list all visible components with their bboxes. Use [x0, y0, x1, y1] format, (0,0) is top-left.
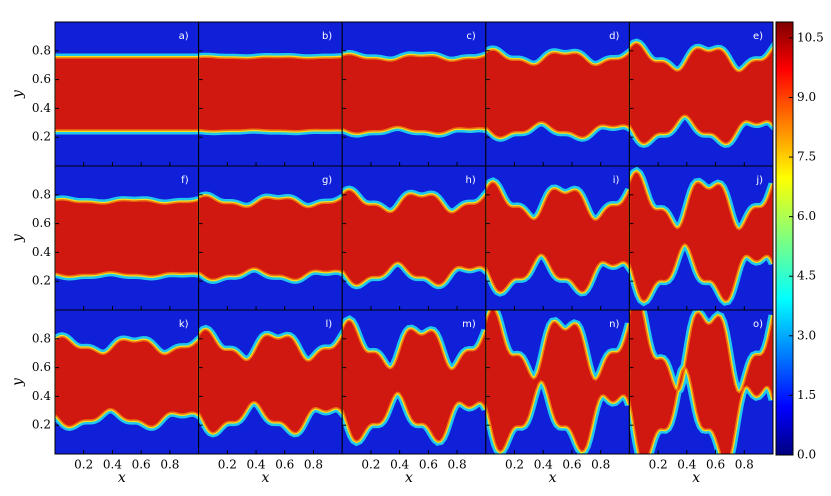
y-tick-label: 0.4: [32, 389, 51, 403]
panel-label: d): [609, 31, 619, 42]
panel: [342, 166, 486, 310]
panel-label: f): [181, 175, 189, 186]
panel-label: m): [462, 319, 476, 330]
y-tick-label: 0.6: [32, 72, 51, 86]
panel: [55, 166, 199, 310]
x-tick-label: 0.6: [275, 458, 294, 472]
panel: [198, 22, 343, 166]
panel-label: e): [753, 31, 763, 42]
colorbar-tick-label: 9.0: [797, 90, 816, 104]
y-axis-label: y: [10, 377, 26, 387]
x-tick-label: 0.4: [390, 458, 409, 472]
x-tick-label: 0.2: [218, 458, 237, 472]
y-tick-label: 0.6: [32, 360, 51, 374]
panel: [198, 310, 343, 454]
x-tick-label: 0.8: [448, 458, 467, 472]
panel: [55, 310, 199, 454]
x-tick-label: 0.6: [562, 458, 581, 472]
panel: [485, 22, 630, 166]
panel-label: o): [753, 319, 763, 330]
panel-label: n): [609, 319, 619, 330]
y-axis-label: y: [10, 89, 26, 99]
shear-layer: [55, 57, 199, 131]
panel: [485, 166, 630, 310]
shear-layer: [485, 181, 630, 293]
panel-label: k): [179, 319, 189, 330]
colorbar: [775, 21, 794, 456]
x-tick-label: 0.4: [534, 458, 553, 472]
colorbar-tick-label: 10.5: [797, 30, 824, 44]
panel: [55, 22, 199, 166]
panel-label: b): [322, 31, 332, 42]
x-axis-label: x: [549, 470, 557, 486]
y-tick-label: 0.8: [32, 187, 51, 201]
colorbar-tick-label: 3.0: [797, 328, 816, 342]
x-axis-label: x: [692, 470, 700, 486]
y-tick-label: 0.4: [32, 245, 51, 259]
panel: [198, 166, 343, 310]
x-tick-label: 0.6: [706, 458, 725, 472]
colorbar-tick-label: 4.5: [797, 269, 816, 283]
y-tick-label: 0.8: [32, 43, 51, 57]
x-tick-label: 0.8: [735, 458, 754, 472]
x-tick-label: 0.2: [505, 458, 524, 472]
panel: [629, 166, 774, 310]
colorbar-tick-label: 6.0: [797, 209, 816, 223]
shear-layer: [198, 56, 343, 132]
y-tick-label: 0.2: [32, 418, 51, 432]
panel-label: c): [466, 31, 475, 42]
x-tick-label: 0.4: [246, 458, 265, 472]
x-axis-label: x: [118, 470, 126, 486]
panel-label: j): [755, 175, 763, 186]
x-tick-label: 0.6: [132, 458, 151, 472]
x-tick-label: 0.2: [649, 458, 668, 472]
x-tick-label: 0.2: [74, 458, 93, 472]
y-tick-label: 0.6: [32, 216, 51, 230]
shear-layer: [485, 49, 630, 139]
colorbar-tick-label: 0.0: [797, 448, 816, 462]
shear-layer: [342, 53, 486, 134]
x-tick-label: 0.4: [103, 458, 122, 472]
colorbar-tick-label: 1.5: [797, 388, 816, 402]
panel-label: l): [326, 319, 333, 330]
panel: [342, 310, 486, 454]
panel: [629, 310, 774, 454]
panel-label: i): [613, 175, 620, 186]
shear-layer: [55, 199, 199, 277]
shear-layer: [198, 195, 343, 281]
shear-layer: [485, 310, 630, 453]
panel-label: g): [322, 175, 332, 186]
panel: [629, 22, 774, 166]
y-tick-label: 0.2: [32, 130, 51, 144]
y-axis-label: y: [10, 233, 26, 243]
x-tick-label: 0.6: [419, 458, 438, 472]
y-tick-label: 0.2: [32, 274, 51, 288]
x-tick-label: 0.2: [361, 458, 380, 472]
x-axis-label: x: [261, 470, 269, 486]
colorbar-tick-label: 7.5: [797, 150, 816, 164]
y-tick-label: 0.4: [32, 101, 51, 115]
x-tick-label: 0.8: [160, 458, 179, 472]
panel-label: h): [466, 175, 476, 186]
x-tick-label: 0.8: [591, 458, 610, 472]
y-tick-label: 0.8: [32, 331, 51, 345]
shear-layer: [55, 335, 199, 428]
x-tick-label: 0.4: [677, 458, 696, 472]
panel: [342, 22, 486, 166]
panel: [485, 310, 630, 454]
panel-frame: [628, 309, 774, 455]
panel-label: a): [179, 31, 189, 42]
x-tick-label: 0.8: [304, 458, 323, 472]
x-axis-label: x: [405, 470, 413, 486]
